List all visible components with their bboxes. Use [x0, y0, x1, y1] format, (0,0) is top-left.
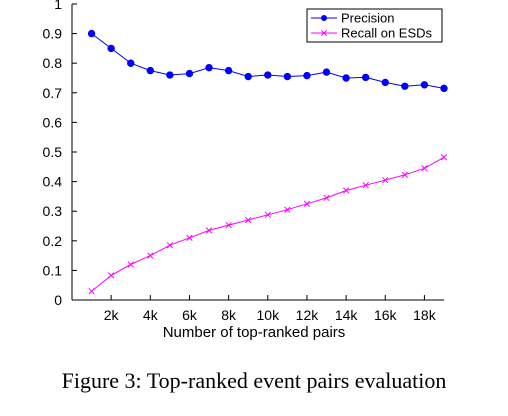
series-0 [87, 29, 448, 93]
y-tick-label: 0 [54, 292, 62, 308]
figure-caption: Figure 3: Top-ranked event pairs evaluat… [61, 368, 447, 393]
data-point [87, 29, 96, 38]
data-point [420, 81, 429, 89]
y-tick-label: 0.5 [43, 144, 63, 160]
data-point [381, 78, 389, 87]
y-tick-label: 0.4 [43, 174, 63, 190]
x-tick-label: 16k [374, 307, 398, 323]
data-point [361, 73, 370, 82]
data-point [147, 252, 154, 259]
y-tick-label: 1 [54, 0, 62, 12]
x-axis-title: Number of top-ranked pairs [163, 324, 346, 341]
x-tick-label: 4k [143, 307, 159, 323]
data-point [342, 187, 350, 194]
data-point [166, 242, 174, 249]
data-point [401, 171, 408, 178]
legend-box [306, 8, 443, 43]
data-point [440, 154, 448, 161]
data-point [322, 68, 331, 76]
data-point [362, 181, 369, 189]
x-tick-label: 8k [221, 307, 237, 323]
data-point [342, 74, 350, 82]
data-point [205, 227, 213, 234]
data-point [166, 71, 174, 79]
data-point [185, 69, 194, 78]
y-tick-label: 0.9 [43, 26, 63, 42]
data-point [146, 66, 155, 75]
legend-label: Recall on ESDs [341, 26, 433, 41]
series-1 [88, 154, 448, 295]
data-point [284, 206, 291, 213]
y-tick-label: 0.6 [43, 114, 63, 130]
y-tick-label: 0.3 [43, 203, 63, 219]
x-tick-label: 6k [182, 307, 198, 323]
data-point [127, 59, 135, 67]
x-tick-label: 12k [296, 307, 320, 323]
y-tick-label: 0.1 [43, 262, 63, 278]
data-point [283, 72, 292, 81]
data-point [264, 211, 271, 218]
data-point [382, 176, 389, 184]
y-tick-label: 0.2 [43, 233, 63, 249]
data-point [186, 234, 193, 241]
data-point [127, 261, 134, 268]
x-tick-label: 14k [335, 307, 359, 323]
data-point [205, 63, 213, 72]
legend-marker [321, 15, 327, 21]
data-point [224, 66, 233, 75]
x-tick-label: 2k [104, 307, 120, 323]
data-point [303, 200, 311, 207]
data-point [440, 84, 448, 93]
x-tick-label: 10k [257, 307, 281, 323]
legend-swatch-1 [311, 30, 337, 36]
data-point [401, 82, 409, 90]
data-point [225, 221, 232, 229]
data-point [264, 71, 272, 79]
data-point [323, 194, 330, 202]
series-line [91, 156, 445, 292]
data-point [107, 44, 115, 53]
data-point [303, 71, 311, 80]
data-point [108, 272, 115, 279]
legend-label: Precision [341, 11, 394, 26]
legend-swatch-0 [311, 15, 337, 21]
y-tick-label: 0.7 [43, 85, 63, 101]
data-point [245, 216, 252, 224]
data-point [88, 287, 95, 295]
legend-marker [321, 30, 327, 36]
x-tick-label: 18k [413, 307, 437, 323]
data-point [244, 72, 252, 81]
data-point [421, 165, 428, 172]
y-tick-label: 0.8 [43, 55, 63, 71]
